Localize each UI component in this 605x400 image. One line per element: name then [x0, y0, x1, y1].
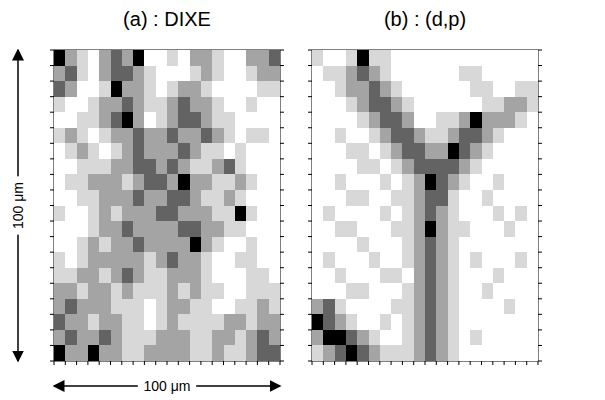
- svg-text:100 μm: 100 μm: [10, 182, 26, 229]
- html-text:(a) : DIXE: (a) : DIXE: [123, 8, 211, 30]
- svg-text:100 μm: 100 μm: [144, 378, 191, 394]
- html-text:(b) : (d,p): (b) : (d,p): [383, 8, 467, 30]
